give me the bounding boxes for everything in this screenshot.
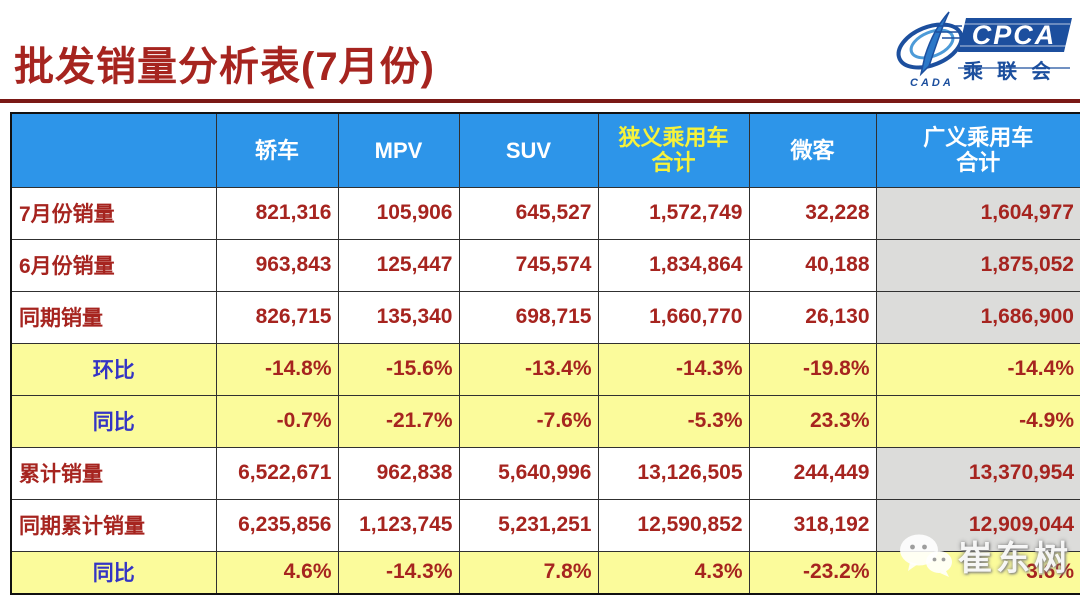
value-cell: 4.6%: [215, 550, 339, 595]
table-row: 同比 4.6% -14.3% 7.8% 4.3% -23.2% 3.6%: [10, 550, 1080, 595]
table-row: 同期销量 826,715 135,340 698,715 1,660,770 26,130…: [10, 290, 1080, 344]
row-label: 同比: [10, 394, 217, 448]
value-cell: 40,188: [748, 238, 877, 292]
column-header: MPV: [337, 112, 460, 188]
value-cell: 105,906: [337, 186, 460, 240]
value-cell: 5,640,996: [458, 446, 599, 500]
value-cell: 318,192: [748, 498, 877, 552]
table-row: 累计销量 6,522,671 962,838 5,640,996 13,126,505 2…: [10, 446, 1080, 500]
value-cell: -7.6%: [458, 394, 599, 448]
row-label: 累计销量: [10, 446, 217, 500]
value-cell: -5.3%: [597, 394, 750, 448]
value-cell: -13.4%: [458, 342, 599, 396]
row-label-column-header: [10, 112, 217, 188]
value-cell: 13,370,954: [875, 446, 1080, 500]
table-row: 7月份销量 821,316 105,906 645,527 1,572,749 32,22…: [10, 186, 1080, 240]
title-divider: [0, 99, 1080, 103]
value-cell: 244,449: [748, 446, 877, 500]
value-cell: -15.6%: [337, 342, 460, 396]
value-cell: 1,123,745: [337, 498, 460, 552]
table-row: 环比 -14.8% -15.6% -13.4% -14.3% -19.8% -14.4%: [10, 342, 1080, 396]
cpca-name-group: 乘联会: [958, 59, 1070, 83]
value-cell: 125,447: [337, 238, 460, 292]
value-cell: 826,715: [215, 290, 339, 344]
value-cell: 645,527: [458, 186, 599, 240]
value-cell: 698,715: [458, 290, 599, 344]
value-cell: 745,574: [458, 238, 599, 292]
value-cell: 3.6%: [875, 550, 1080, 595]
cpca-banner: [930, 18, 1072, 52]
cpca-name: 乘联会: [962, 59, 1065, 83]
value-cell: 1,604,977: [875, 186, 1080, 240]
row-label: 同比: [10, 550, 217, 595]
row-label: 环比: [10, 342, 217, 396]
column-header: 广义乘用车 合计: [875, 112, 1080, 188]
row-label: 6月份销量: [10, 238, 217, 292]
value-cell: 1,686,900: [875, 290, 1080, 344]
row-label: 7月份销量: [10, 186, 217, 240]
value-cell: 12,590,852: [597, 498, 750, 552]
wechat-icon: [900, 534, 952, 577]
value-cell: 23.3%: [748, 394, 877, 448]
value-cell: 1,660,770: [597, 290, 750, 344]
table-header: 轿车 MPV SUV 狭义乘用车 合计 微客 广义乘用车 合计: [10, 112, 1080, 188]
value-cell: -14.3%: [597, 342, 750, 396]
page-title: 批发销量分析表(7月份): [14, 45, 435, 89]
column-header: SUV: [458, 112, 599, 188]
watermark: 崔东树: [898, 531, 1072, 580]
value-cell: -21.7%: [337, 394, 460, 448]
value-cell: 821,316: [215, 186, 339, 240]
value-cell: 4.3%: [597, 550, 750, 595]
value-cell: 135,340: [337, 290, 460, 344]
cada-acronym: CADA: [910, 77, 954, 89]
value-cell: -14.3%: [337, 550, 460, 595]
value-cell: 6,522,671: [215, 446, 339, 500]
value-cell: 5,231,251: [458, 498, 599, 552]
table-header-row: 轿车 MPV SUV 狭义乘用车 合计 微客 广义乘用车 合计: [10, 112, 1080, 188]
column-header: 轿车: [215, 112, 339, 188]
value-cell: -14.8%: [215, 342, 339, 396]
value-cell: 962,838: [337, 446, 460, 500]
value-cell: -4.9%: [875, 394, 1080, 448]
value-cell: -14.4%: [875, 342, 1080, 396]
value-cell: 1,572,749: [597, 186, 750, 240]
table-row: 同期累计销量 6,235,856 1,123,745 5,231,251 12,590,…: [10, 498, 1080, 552]
watermark-text: 崔东树: [958, 540, 1072, 578]
value-cell: -0.7%: [215, 394, 339, 448]
value-cell: 1,834,864: [597, 238, 750, 292]
value-cell: 6,235,856: [215, 498, 339, 552]
value-cell: 1,875,052: [875, 238, 1080, 292]
cpca-ellipse-icon: [896, 11, 964, 77]
value-cell: -23.2%: [748, 550, 877, 595]
value-cell: 7.8%: [458, 550, 599, 595]
value-cell: -19.8%: [748, 342, 877, 396]
value-cell: 32,228: [748, 186, 877, 240]
table-row: 同比 -0.7% -21.7% -7.6% -5.3% 23.3% -4.9%: [10, 394, 1080, 448]
cpca-acronym: CPCA: [972, 20, 1057, 50]
row-label: 同期销量: [10, 290, 217, 344]
table-row: 6月份销量 963,843 125,447 745,574 1,834,864 40,18…: [10, 238, 1080, 292]
row-label: 同期累计销量: [10, 498, 217, 552]
value-cell: 13,126,505: [597, 446, 750, 500]
column-header: 微客: [748, 112, 877, 188]
value-cell: 26,130: [748, 290, 877, 344]
wholesale-sales-table: 轿车 MPV SUV 狭义乘用车 合计 微客 广义乘用车 合计 7月份销量 821,316 1…: [10, 112, 1080, 595]
column-header: 狭义乘用车 合计: [597, 112, 750, 188]
table-body: 7月份销量 821,316 105,906 645,527 1,572,749 32,22…: [10, 186, 1080, 595]
cpca-logo: CADA CPCA 乘联会: [896, 11, 1072, 89]
value-cell: 963,843: [215, 238, 339, 292]
